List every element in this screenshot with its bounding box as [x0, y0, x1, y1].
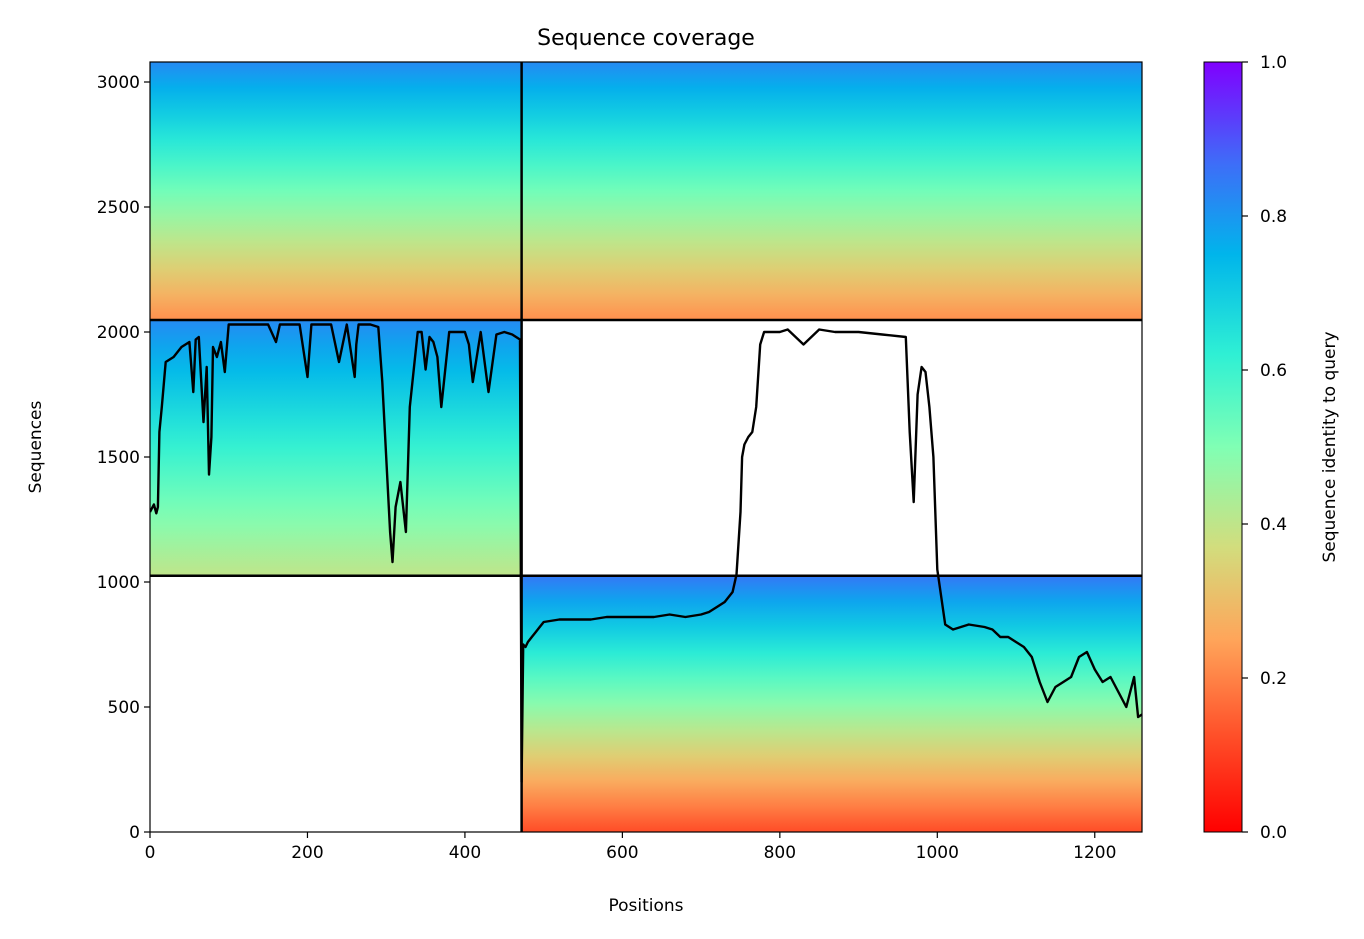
coverage-block-3 [150, 320, 522, 576]
colorbar-label: Sequence identity to query [1320, 331, 1340, 562]
y-tick-label: 2000 [97, 323, 140, 343]
x-tick-label: 800 [764, 843, 796, 863]
x-tick-label: 1200 [1073, 843, 1116, 863]
x-tick-label: 600 [606, 843, 638, 863]
coverage-blocks [150, 62, 1142, 832]
x-tick-label: 0 [145, 843, 156, 863]
colorbar-tick-label: 0.6 [1260, 361, 1287, 381]
x-axis-ticks: 0 200 400 600 800 1000 1200 [145, 832, 1116, 863]
colorbar-ticks: 0.0 0.2 0.4 0.6 0.8 1.0 [1242, 53, 1287, 843]
colorbar [1203, 61, 1243, 833]
colorbar-tick-label: 0.0 [1260, 823, 1287, 843]
x-tick-label: 400 [449, 843, 481, 863]
y-tick-label: 0 [129, 823, 140, 843]
colorbar-tick-label: 0.2 [1260, 669, 1287, 689]
y-axis-ticks: 0 500 1000 1500 2000 2500 3000 [97, 73, 150, 843]
colorbar-tick-label: 0.4 [1260, 515, 1287, 535]
y-tick-label: 2500 [97, 198, 140, 218]
y-tick-label: 500 [108, 698, 140, 718]
chart-title: Sequence coverage [537, 26, 755, 51]
y-axis-label: Sequences [26, 401, 46, 494]
coverage-line-1 [150, 323, 1142, 784]
x-tick-label: 1000 [916, 843, 959, 863]
y-tick-label: 1000 [97, 573, 140, 593]
x-axis-label: Positions [608, 896, 683, 916]
colorbar-tick-label: 1.0 [1260, 53, 1287, 73]
x-tick-label: 200 [291, 843, 323, 863]
colorbar-tick-label: 0.8 [1260, 207, 1287, 227]
coverage-lines [150, 323, 1142, 784]
plot-frame [149, 61, 1143, 833]
coverage-block-1 [150, 62, 522, 320]
y-tick-label: 3000 [97, 73, 140, 93]
y-tick-label: 1500 [97, 448, 140, 468]
coverage-block-2 [521, 62, 1142, 320]
coverage-block-4 [521, 575, 1142, 832]
